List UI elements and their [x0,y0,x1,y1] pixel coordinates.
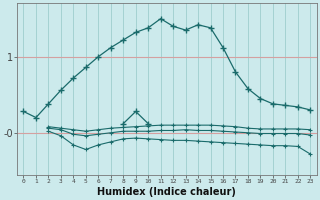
X-axis label: Humidex (Indice chaleur): Humidex (Indice chaleur) [98,187,236,197]
